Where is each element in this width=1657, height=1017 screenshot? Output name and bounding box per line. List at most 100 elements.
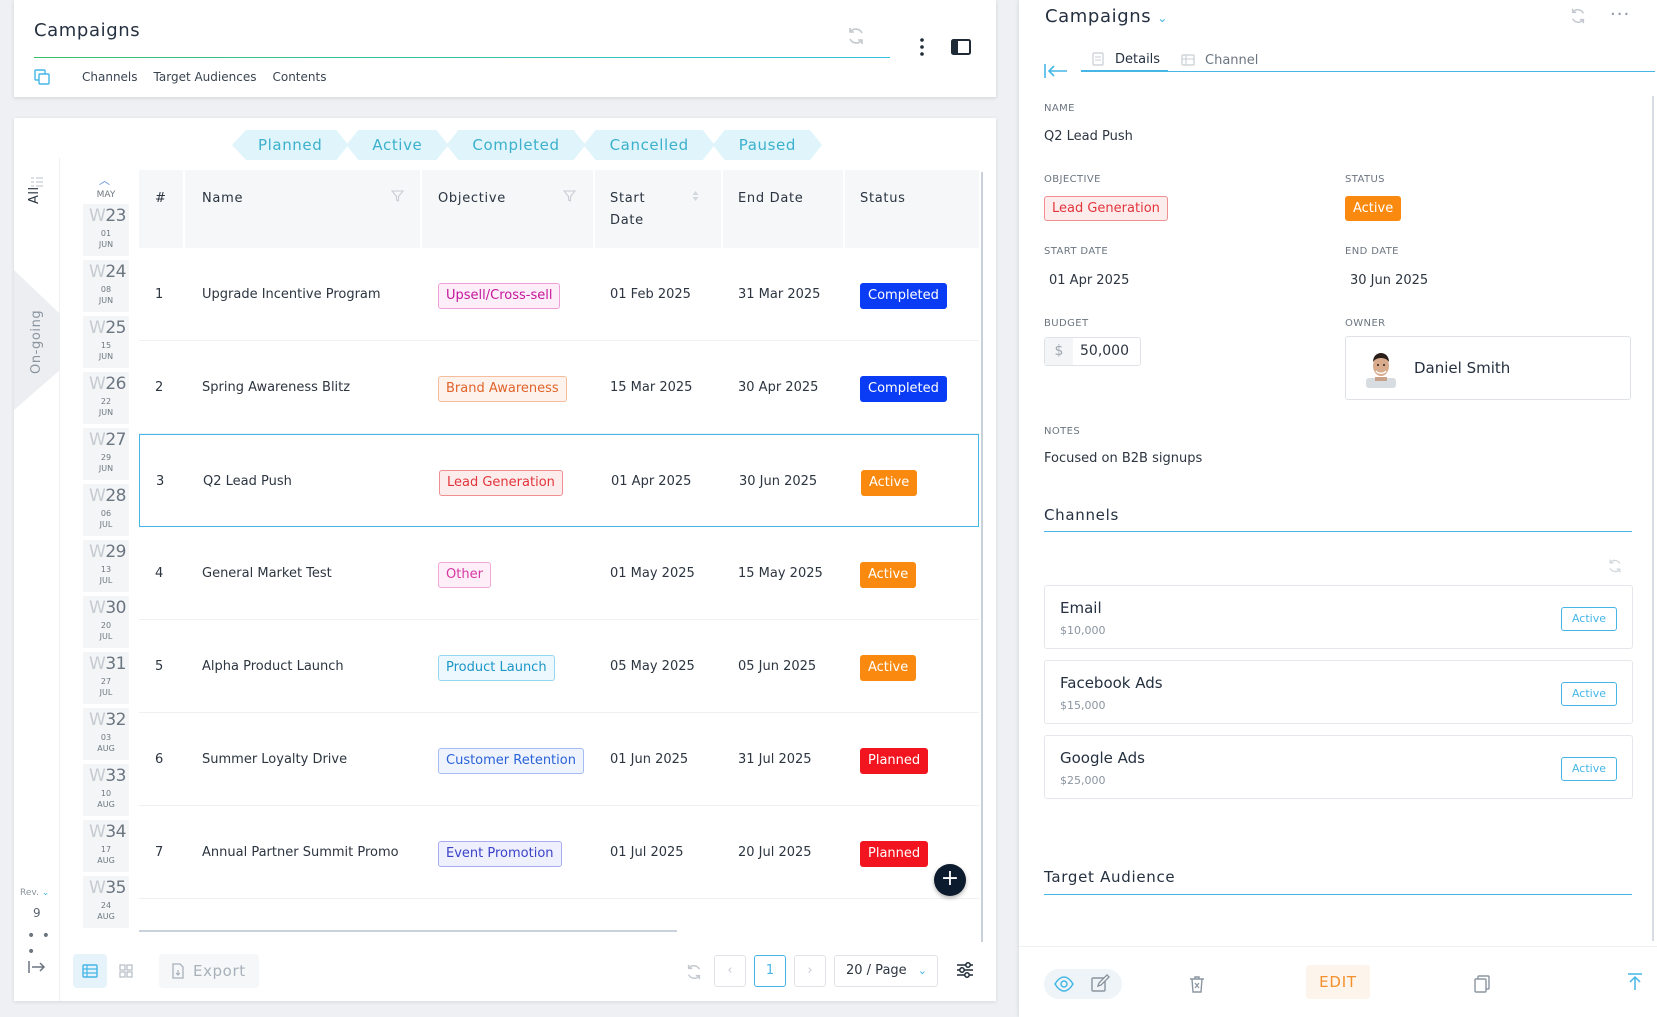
- detail-scrollbar[interactable]: [1652, 96, 1654, 941]
- tab-contents[interactable]: Contents: [272, 70, 327, 84]
- week-cell[interactable]: W35 24 AUG: [83, 876, 129, 928]
- eye-icon[interactable]: [1054, 974, 1074, 994]
- week-cell[interactable]: W24 08 JUN: [83, 260, 129, 312]
- status-tab-completed[interactable]: Completed: [446, 130, 585, 160]
- more-vertical-icon[interactable]: [912, 36, 932, 58]
- table-row[interactable]: 7 Annual Partner Summit Promo Event Promot…: [139, 806, 979, 899]
- sort-icon[interactable]: [689, 190, 702, 202]
- table-footer-toolbar: Export ‹ 1 › 20 / Page ⌄: [14, 938, 996, 1001]
- week-date: 10 AUG: [97, 789, 115, 809]
- objective-tag: Other: [438, 562, 491, 588]
- prev-page-button[interactable]: ‹: [714, 955, 746, 987]
- week-number: W27: [89, 430, 126, 450]
- status-tab-paused[interactable]: Paused: [713, 130, 822, 160]
- channel-status-badge: Active: [1560, 607, 1617, 631]
- channel-card[interactable]: Google Ads $25,000 Active: [1044, 735, 1633, 799]
- detail-tabs: Details Channel: [1081, 48, 1655, 72]
- table-horizontal-scrollbar[interactable]: [139, 930, 677, 932]
- week-cell[interactable]: W25 15 JUN: [83, 316, 129, 368]
- objective-tag: Brand Awareness: [438, 376, 567, 402]
- copy-icon[interactable]: [1472, 974, 1492, 994]
- channel-status-badge: Active: [1560, 757, 1617, 781]
- detail-title: Campaigns: [1045, 6, 1152, 27]
- week-cell[interactable]: W33 10 AUG: [83, 764, 129, 816]
- more-horizontal-icon[interactable]: • • •: [27, 928, 51, 960]
- column-header-objective[interactable]: Objective: [438, 191, 506, 206]
- week-date: 08 JUN: [98, 285, 114, 305]
- week-date: 27 JUL: [99, 677, 113, 697]
- more-horizontal-icon[interactable]: ···: [1610, 4, 1631, 25]
- name-label: NAME: [1044, 103, 1075, 114]
- detail-title-dropdown[interactable]: Campaigns ⌄: [1045, 6, 1168, 27]
- target-audience-section-title: Target Audience: [1044, 868, 1176, 886]
- week-cell[interactable]: W28 06 JUL: [83, 484, 129, 536]
- collapse-left-icon[interactable]: [1043, 62, 1069, 80]
- column-header-start-date[interactable]: Start Date: [610, 191, 646, 228]
- filter-icon[interactable]: [391, 190, 404, 202]
- week-date: 17 AUG: [97, 845, 115, 865]
- grid-view-button[interactable]: [109, 954, 143, 988]
- campaign-name: Spring Awareness Blitz: [202, 380, 351, 395]
- refresh-icon[interactable]: [1607, 558, 1623, 574]
- table-row[interactable]: 3 Q2 Lead Push Lead Generation 01 Apr 2025 3…: [139, 434, 979, 527]
- column-header-name[interactable]: Name: [202, 191, 244, 206]
- column-header-status[interactable]: Status: [860, 191, 906, 206]
- current-page-button[interactable]: 1: [754, 955, 786, 987]
- channel-card[interactable]: Facebook Ads $15,000 Active: [1044, 660, 1633, 724]
- week-date: 06 JUL: [99, 509, 113, 529]
- scroll-to-top-icon[interactable]: [1625, 972, 1645, 992]
- revision-label[interactable]: Rev. ⌄: [20, 888, 50, 898]
- chevron-up-icon[interactable]: ︿: [99, 174, 110, 187]
- refresh-icon[interactable]: [846, 26, 866, 46]
- week-cell[interactable]: W27 29 JUN: [83, 428, 129, 480]
- week-cell[interactable]: W29 13 JUL: [83, 540, 129, 592]
- view-tab-all[interactable]: All: [24, 176, 52, 226]
- tab-target-audiences[interactable]: Target Audiences: [153, 70, 257, 84]
- status-tab-active[interactable]: Active: [346, 130, 448, 160]
- week-number: W31: [89, 654, 126, 674]
- sliders-icon[interactable]: [955, 960, 975, 980]
- trash-icon[interactable]: [1187, 974, 1207, 994]
- table-row[interactable]: 1 Upgrade Incentive Program Upsell/Cross-s…: [139, 248, 979, 341]
- table-view-button[interactable]: [73, 954, 107, 988]
- view-tab-ongoing[interactable]: On-going: [14, 270, 60, 410]
- filter-icon[interactable]: [563, 190, 576, 202]
- row-number: 7: [155, 845, 164, 860]
- next-page-button[interactable]: ›: [794, 955, 826, 987]
- channel-card[interactable]: Email $10,000 Active: [1044, 585, 1633, 649]
- week-cell[interactable]: W26 22 JUN: [83, 372, 129, 424]
- edit-button[interactable]: EDIT: [1306, 965, 1370, 999]
- status-tab-planned[interactable]: Planned: [232, 130, 348, 160]
- week-date: 15 JUN: [98, 341, 114, 361]
- table-icon: [82, 964, 98, 978]
- tab-channels[interactable]: Channels: [82, 70, 138, 84]
- start-date: 05 May 2025: [610, 659, 695, 674]
- table-row[interactable]: 6 Summer Loyalty Drive Customer Retention 0…: [139, 713, 979, 806]
- status-tab-cancelled[interactable]: Cancelled: [584, 130, 715, 160]
- week-cell[interactable]: W23 01 JUN: [83, 204, 129, 256]
- week-cell[interactable]: W31 27 JUL: [83, 652, 129, 704]
- edit-icon[interactable]: [1090, 974, 1110, 994]
- start-date: 01 Feb 2025: [610, 287, 691, 302]
- page-size-select[interactable]: 20 / Page ⌄: [834, 955, 938, 987]
- week-number: W24: [89, 262, 126, 282]
- end-date: 31 Jul 2025: [738, 752, 812, 767]
- refresh-icon[interactable]: [685, 963, 703, 981]
- week-cell[interactable]: W32 03 AUG: [83, 708, 129, 760]
- table-row[interactable]: 4 General Market Test Other 01 May 2025 15 M…: [139, 527, 979, 620]
- table-row[interactable]: 5 Alpha Product Launch Product Launch 05 Ma…: [139, 620, 979, 713]
- panel-toggle-icon[interactable]: [950, 38, 972, 56]
- table-vertical-scrollbar[interactable]: [981, 172, 983, 942]
- tab-channel[interactable]: Channel: [1181, 48, 1258, 72]
- status-filter-tabs: Planned Active Completed Cancelled Pause…: [232, 130, 820, 160]
- export-button[interactable]: Export: [159, 954, 259, 988]
- column-header-end-date[interactable]: End Date: [738, 191, 804, 206]
- refresh-icon[interactable]: [1569, 7, 1587, 25]
- week-cell[interactable]: W34 17 AUG: [83, 820, 129, 872]
- add-campaign-button[interactable]: +: [934, 864, 966, 896]
- collapse-right-icon[interactable]: [27, 958, 47, 976]
- tab-details[interactable]: Details: [1081, 48, 1169, 72]
- week-cell[interactable]: W30 20 JUL: [83, 596, 129, 648]
- owner-card[interactable]: Daniel Smith: [1345, 336, 1631, 400]
- table-row[interactable]: 2 Spring Awareness Blitz Brand Awareness 15…: [139, 341, 979, 434]
